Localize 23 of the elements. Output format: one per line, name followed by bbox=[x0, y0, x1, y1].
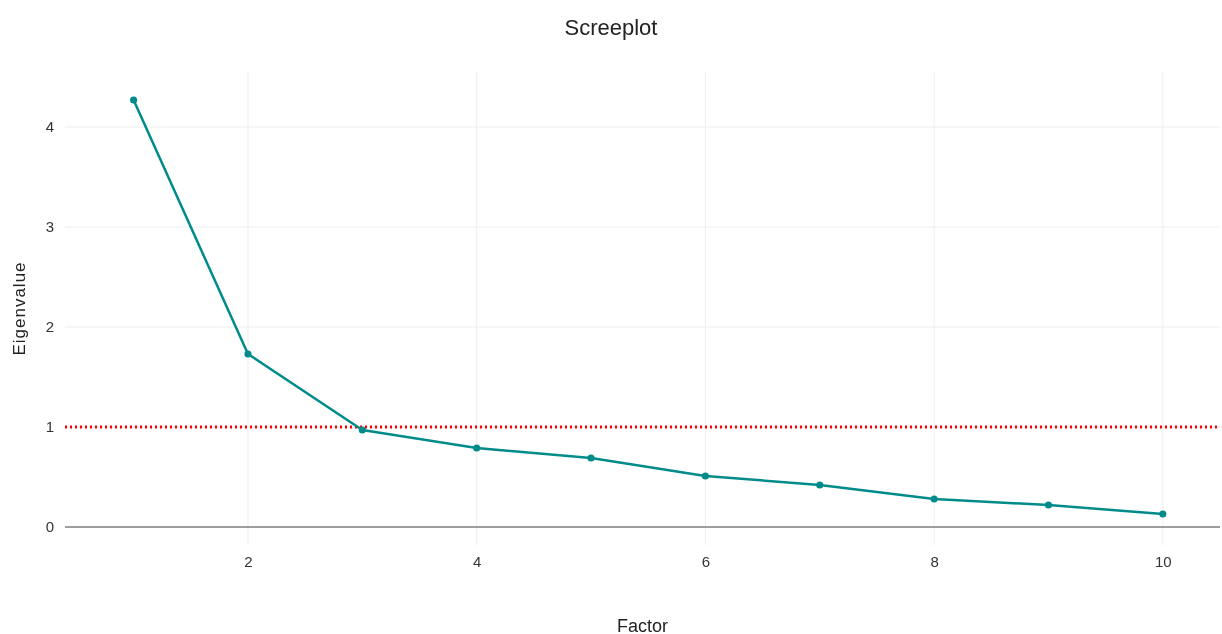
point bbox=[473, 444, 481, 452]
y-tick-label: 4 bbox=[45, 118, 54, 136]
point bbox=[587, 454, 595, 462]
y-tick-label: 3 bbox=[45, 218, 54, 236]
x-tick-label: 8 bbox=[930, 552, 939, 570]
x-tick-label: 2 bbox=[244, 552, 253, 570]
x-tick-label: 4 bbox=[473, 552, 482, 570]
x-axis-title: Factor bbox=[616, 616, 669, 634]
point bbox=[1044, 501, 1053, 509]
y-tick-label: 1 bbox=[45, 418, 54, 436]
x-tick-label: 6 bbox=[701, 552, 711, 570]
point bbox=[130, 96, 138, 104]
point bbox=[816, 481, 824, 489]
y-tick-label: 0 bbox=[45, 518, 54, 536]
point bbox=[244, 350, 252, 358]
x-tick-label: 10 bbox=[1154, 552, 1172, 570]
chart-title: Screeplot bbox=[564, 15, 658, 40]
point bbox=[358, 426, 366, 434]
point bbox=[930, 495, 938, 503]
y-tick-label: 2 bbox=[45, 318, 54, 336]
point bbox=[701, 472, 709, 480]
point bbox=[1159, 510, 1167, 518]
y-axis-title: Eigenvalue bbox=[10, 261, 29, 356]
